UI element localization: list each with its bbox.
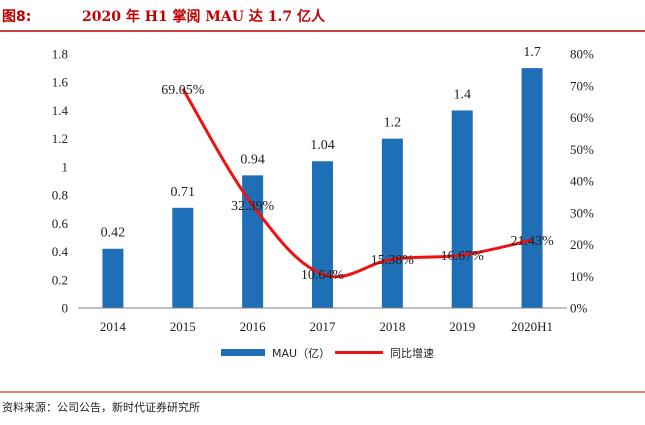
bar-data-label: 1.2 xyxy=(384,116,402,131)
x-axis-tick-label: 2018 xyxy=(379,319,405,334)
mau-bar xyxy=(312,161,333,308)
mau-bar xyxy=(172,207,194,308)
legend-bar-swatch xyxy=(221,349,265,356)
right-axis-tick-label: 20% xyxy=(570,237,594,252)
left-axis-tick-label: 1 xyxy=(62,159,69,174)
source-note: 资料来源：公司公告，新时代证券研究所 xyxy=(2,400,200,414)
legend-bar-label: MAU（亿） xyxy=(272,347,330,360)
left-axis-tick-label: 0.4 xyxy=(52,244,69,259)
x-axis-tick-label: 2014 xyxy=(100,319,127,334)
line-data-label: 15.38% xyxy=(371,253,415,268)
left-axis-tick-label: 1.2 xyxy=(52,131,68,146)
left-axis-tick-label: 1.8 xyxy=(52,47,68,62)
bar-data-label: 1.7 xyxy=(523,45,541,60)
mau-bar xyxy=(381,138,403,308)
line-data-label: 21.43% xyxy=(510,234,554,249)
growth-line xyxy=(181,87,533,279)
right-axis-tick-label: 50% xyxy=(570,142,594,157)
line-data-label: 10.64% xyxy=(301,268,345,283)
bar-data-label: 0.71 xyxy=(171,185,196,200)
line-data-label: 69.05% xyxy=(161,83,205,98)
left-axis-ticks: 0 0.2 0.4 0.6 0.8 1 1.2 1.4 1.6 1.8 xyxy=(52,47,69,316)
x-axis-tick-label: 2020H1 xyxy=(511,319,553,334)
line-data-label: 32.39% xyxy=(231,199,275,214)
x-axis-tick-label: 2019 xyxy=(449,319,475,334)
left-axis-tick-label: 0.8 xyxy=(52,188,68,203)
bar-data-label: 0.42 xyxy=(101,226,126,241)
right-axis-tick-label: 30% xyxy=(570,205,594,220)
mau-bar xyxy=(242,175,264,308)
right-axis-tick-label: 80% xyxy=(570,47,594,62)
x-axis-ticks: 2014 2015 2016 2017 2018 2019 2020H1 xyxy=(100,319,553,334)
bar-series xyxy=(102,68,543,308)
left-axis-tick-label: 1.6 xyxy=(52,75,69,90)
mau-bar xyxy=(521,68,543,308)
right-axis-tick-label: 0% xyxy=(570,301,588,316)
figure-title: 2020 年 H1 掌阅 MAU 达 1.7 亿人 xyxy=(82,8,326,25)
left-axis-tick-label: 0 xyxy=(62,301,69,316)
x-axis-tick-label: 2016 xyxy=(240,319,267,334)
bar-data-label: 1.04 xyxy=(310,138,335,153)
figure-label: 图8: xyxy=(2,9,31,25)
right-axis-ticks: 0% 10% 20% 30% 40% 50% 60% 70% 80% xyxy=(570,47,594,316)
left-axis-tick-label: 0.2 xyxy=(52,272,68,287)
left-axis-tick-label: 0.6 xyxy=(52,216,69,231)
x-axis-tick-label: 2017 xyxy=(310,319,337,334)
bar-data-labels: 0.42 0.71 0.94 1.04 1.2 1.4 1.7 xyxy=(101,45,541,241)
bar-data-label: 0.94 xyxy=(240,152,265,167)
chart: 0 0.2 0.4 0.6 0.8 1 1.2 1.4 1.6 1.8 0% 10% 20% 30% 40… xyxy=(52,45,594,334)
x-axis-tick-label: 2015 xyxy=(170,319,196,334)
line-data-labels: 69.05% 32.39% 10.64% 15.38% 16.67% 21.43% xyxy=(161,83,554,283)
mau-bar xyxy=(102,248,124,308)
right-axis-tick-label: 60% xyxy=(570,110,594,125)
mau-bar xyxy=(451,110,473,308)
legend-line-label: 同比增速 xyxy=(390,346,434,360)
right-axis-tick-label: 40% xyxy=(570,174,594,189)
legend: MAU（亿） 同比增速 xyxy=(221,346,434,360)
right-axis-tick-label: 70% xyxy=(570,78,594,93)
right-axis-tick-label: 10% xyxy=(570,269,594,284)
line-data-label: 16.67% xyxy=(441,249,485,264)
left-axis-tick-label: 1.4 xyxy=(52,103,69,118)
bar-data-label: 1.4 xyxy=(453,87,471,102)
